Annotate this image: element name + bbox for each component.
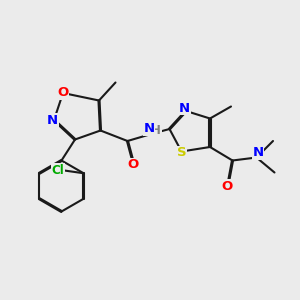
Text: N: N: [179, 101, 190, 115]
Text: Cl: Cl: [52, 164, 64, 177]
Text: N: N: [143, 122, 155, 136]
Text: N: N: [47, 113, 58, 127]
Text: O: O: [221, 179, 232, 193]
Text: H: H: [151, 124, 161, 137]
Text: S: S: [177, 146, 186, 160]
Text: O: O: [128, 158, 139, 172]
Text: N: N: [252, 146, 264, 160]
Text: O: O: [57, 86, 69, 100]
